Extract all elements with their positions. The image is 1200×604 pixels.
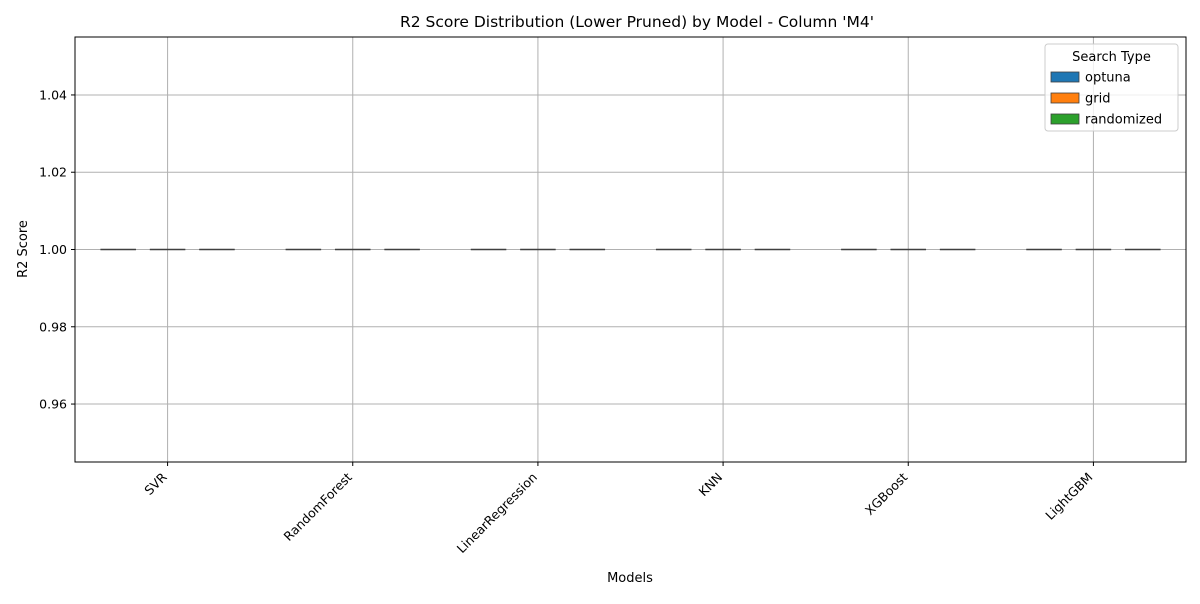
legend-swatch-optuna [1050, 71, 1080, 83]
legend-label-grid: grid [1085, 92, 1110, 107]
legend-frame [1044, 43, 1179, 132]
legend-swatch-randomized [1050, 113, 1080, 125]
x-axis-label: Models [607, 571, 653, 586]
legend: Search Type optuna grid randomized [1044, 43, 1179, 132]
legend-title: Search Type [1072, 50, 1151, 65]
y-tick-label: 1.04 [39, 87, 67, 102]
chart-title: R2 Score Distribution (Lower Pruned) by … [400, 13, 874, 31]
y-tick-label: 0.98 [39, 319, 67, 334]
legend-label-optuna: optuna [1085, 71, 1131, 86]
y-tick-label: 1.02 [39, 165, 67, 180]
y-tick-label: 0.96 [39, 397, 67, 412]
legend-label-randomized: randomized [1085, 113, 1162, 128]
legend-swatch-grid [1050, 92, 1080, 104]
legend-entries: optuna grid randomized [1050, 71, 1162, 128]
y-tick-label: 1.00 [39, 242, 67, 257]
y-axis-label: R2 Score [16, 220, 31, 278]
